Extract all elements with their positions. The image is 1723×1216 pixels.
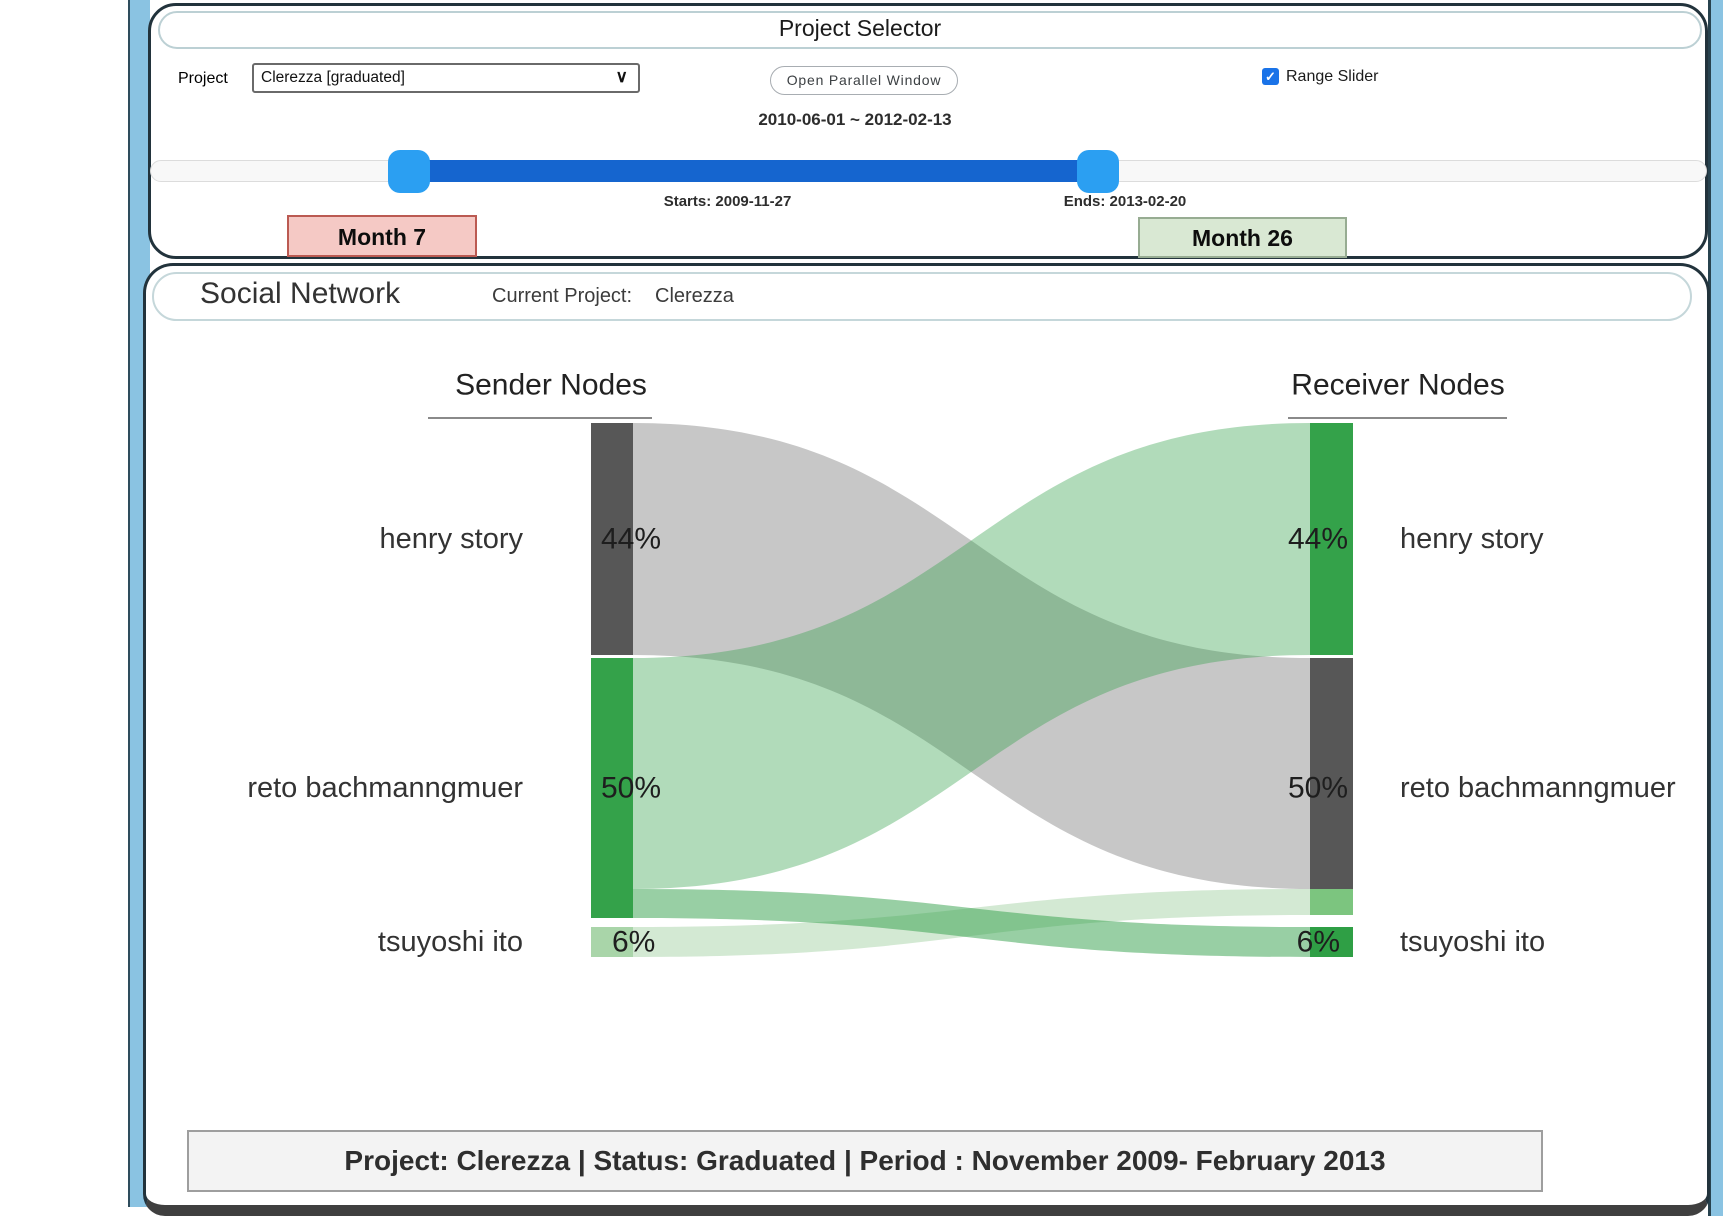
project-status-caption: Project: Clerezza | Status: Graduated | … [187,1130,1543,1192]
social-network-panel [143,263,1710,1216]
sender-node-henry-story[interactable] [591,423,633,655]
social-network-title: Social Network [200,277,401,310]
slider-starts-label: Starts: 2009-11-27 [663,193,792,210]
sender-pct-tsuyoshi-ito: 6% [612,926,655,959]
sender-pct-henry-story: 44% [601,523,661,556]
range-slider-handle-end[interactable] [1077,150,1119,193]
receiver-nodes-header: Receiver Nodes [1291,369,1504,402]
range-slider-handle-start[interactable] [388,150,430,193]
current-project-label: Current Project: [492,285,633,307]
open-parallel-window-button[interactable]: Open Parallel Window [770,66,958,95]
sankey-flow-henry-to-reto[interactable] [633,423,1310,889]
receiver-node-reto-bachmanngmuer[interactable] [1310,658,1353,889]
project-label: Project [178,70,228,87]
sender-pct-reto-bachmanngmuer: 50% [601,772,661,805]
month-start-badge: Month 7 [287,215,477,257]
sankey-flow-reto-to-tsuyoshi[interactable] [633,889,1310,957]
range-slider-checkbox[interactable]: ✓ [1262,68,1279,85]
sender-name-reto-bachmanngmuer: reto bachmanngmuer [247,772,523,804]
receiver-node-reto-incoming-segment[interactable] [1310,889,1353,915]
receiver-name-reto-bachmanngmuer: reto bachmanngmuer [1400,772,1676,804]
social-network-header-pill [152,272,1692,321]
sankey-flow-reto-to-henry[interactable] [633,423,1310,889]
range-slider-checkbox-label: Range Slider [1286,68,1379,85]
project-selector-title: Project Selector [778,15,942,41]
sender-name-henry-story: henry story [380,523,524,555]
project-select-dropdown[interactable]: Clerezza [graduated] ∨ [252,63,640,93]
project-selector-header-pill [158,11,1702,49]
month-end-badge: Month 26 [1138,217,1347,258]
sender-name-tsuyoshi-ito: tsuyoshi ito [378,926,523,958]
project-select-value: Clerezza [graduated] [261,69,405,86]
slider-ends-label: Ends: 2013-02-20 [1063,193,1187,210]
range-slider-selected-range [409,160,1098,182]
selected-date-range: 2010-06-01 ~ 2012-02-13 [758,110,952,129]
chevron-down-icon: ∨ [615,67,628,86]
receiver-node-tsuyoshi-ito[interactable] [1310,927,1353,957]
receiver-pct-tsuyoshi-ito: 6% [1297,926,1340,959]
sender-nodes-header: Sender Nodes [455,369,647,402]
sender-node-tsuyoshi-ito[interactable] [591,927,633,957]
current-project-value: Clerezza [655,285,734,307]
sender-node-reto-bachmanngmuer[interactable] [591,658,633,918]
receiver-pct-henry-story: 44% [1288,523,1348,556]
receiver-node-henry-story[interactable] [1310,423,1353,655]
receiver-name-tsuyoshi-ito: tsuyoshi ito [1400,926,1545,958]
receiver-pct-reto-bachmanngmuer: 50% [1288,772,1348,805]
receiver-name-henry-story: henry story [1400,523,1544,555]
